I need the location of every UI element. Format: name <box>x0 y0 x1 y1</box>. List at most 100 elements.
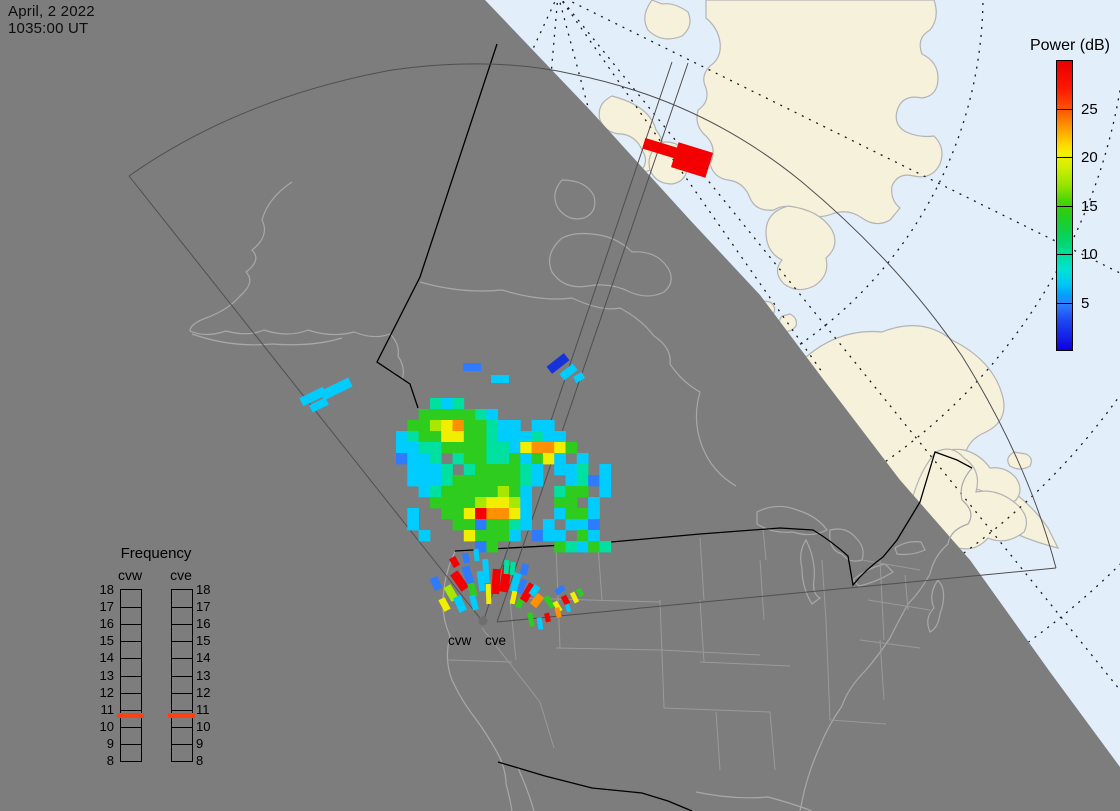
scatter-cell <box>463 508 476 520</box>
scatter-cell <box>463 453 476 465</box>
echo-bar <box>569 591 580 604</box>
scatter-cell <box>554 508 566 520</box>
scatter-cell <box>520 497 532 509</box>
frequency-scale-label: 13 <box>99 667 114 683</box>
scatter-cell <box>407 464 419 476</box>
scatter-cell <box>418 409 431 421</box>
echo-bar <box>670 142 714 178</box>
scatter-cell <box>531 442 544 454</box>
radar-site-label-cve: cve <box>485 633 507 648</box>
country-borders-layer <box>376 43 973 811</box>
scatter-cell <box>396 431 408 443</box>
frequency-scale-label: 8 <box>106 753 114 768</box>
frequency-tick <box>172 709 192 711</box>
frequency-tick <box>172 692 192 694</box>
frequency-tick <box>172 624 192 626</box>
scatter-cell <box>520 486 532 498</box>
scatter-cell <box>463 475 476 487</box>
echo-bar <box>463 363 481 371</box>
timestamp: April, 2 2022 1035:00 UT <box>8 3 95 37</box>
echo-bar <box>642 137 680 160</box>
scatter-cell <box>486 442 499 454</box>
echo-bar <box>543 594 556 610</box>
frequency-tick <box>121 743 141 745</box>
scatter-cell <box>463 530 476 542</box>
scatter-cell <box>542 530 555 542</box>
scatter-cell <box>407 453 419 465</box>
scatter-cell <box>452 431 465 443</box>
echo-bar <box>516 578 528 595</box>
scatter-cell <box>531 464 544 476</box>
scatter-cell <box>475 530 487 542</box>
scatter-cell <box>542 519 555 531</box>
echo-bar <box>528 583 541 598</box>
scatter-layer <box>299 137 714 630</box>
scatter-cell <box>486 541 499 553</box>
frequency-scale-label: 8 <box>196 753 204 768</box>
scatter-cell <box>497 508 510 520</box>
scatter-cell <box>475 464 487 476</box>
scatter-cell <box>599 541 612 553</box>
frequency-marker <box>117 713 144 718</box>
frequency-tick <box>121 726 141 728</box>
scatter-cell <box>599 464 612 476</box>
echo-bar <box>452 595 468 613</box>
frequency-tick <box>121 692 141 694</box>
colorbar-tick-label: 15 <box>1081 197 1098 215</box>
scatter-cell <box>520 475 532 487</box>
echo-bar <box>469 594 479 611</box>
frequency-scale-label: 17 <box>99 599 114 615</box>
frequency-scale-label: 14 <box>99 650 114 666</box>
echo-bar <box>309 397 329 413</box>
frequency-scale-label: 15 <box>99 633 114 649</box>
scatter-cell <box>441 420 453 432</box>
scatter-cell <box>497 497 510 509</box>
scatter-cell <box>542 453 555 465</box>
frequency-scale-label: 10 <box>196 718 211 734</box>
frequency-scale-label: 11 <box>100 701 115 717</box>
scatter-cell <box>463 431 476 443</box>
frequency-tick <box>172 658 192 660</box>
scatter-cell <box>452 519 465 531</box>
scatter-cell <box>486 409 499 421</box>
echo-bar <box>461 565 475 585</box>
frequency-scale-label: 16 <box>196 616 211 632</box>
scatter-cell <box>475 442 487 454</box>
frequency-scale-label: 16 <box>99 616 114 632</box>
echo-bar <box>572 371 586 384</box>
echo-bar <box>529 592 545 609</box>
scatter-cell <box>429 475 442 487</box>
time-text: 1035:00 UT <box>8 20 89 37</box>
echo-bar <box>519 563 530 576</box>
echo-bar <box>450 570 469 592</box>
scatter-cell <box>441 442 453 454</box>
frequency-marker <box>168 713 195 718</box>
scatter-cell <box>576 530 589 542</box>
scatter-cell <box>565 442 578 454</box>
scatter-cell <box>463 442 476 454</box>
colorbar-tick-label: 10 <box>1081 246 1098 263</box>
scatter-cell <box>520 431 532 443</box>
scatter-cell <box>475 541 487 553</box>
echo-bar <box>554 584 566 596</box>
scatter-cell <box>542 431 555 443</box>
scatter-cell <box>554 431 566 443</box>
frequency-scale-label: 18 <box>99 582 114 597</box>
frequency-tick <box>172 641 192 643</box>
scatter-cell <box>554 486 566 498</box>
frequency-tick <box>172 675 192 677</box>
scatter-cell <box>475 431 487 443</box>
scatter-cell <box>509 442 521 454</box>
scatter-cell <box>520 464 532 476</box>
scatter-cell <box>452 398 465 410</box>
scatter-cell <box>497 486 510 498</box>
scatter-cell <box>486 508 499 520</box>
scatter-cell <box>531 431 544 443</box>
scatter-cell <box>576 519 589 531</box>
echo-bar <box>544 612 551 623</box>
scatter-cell <box>509 453 521 465</box>
echo-bar <box>560 594 571 606</box>
scatter-cell <box>475 508 487 520</box>
